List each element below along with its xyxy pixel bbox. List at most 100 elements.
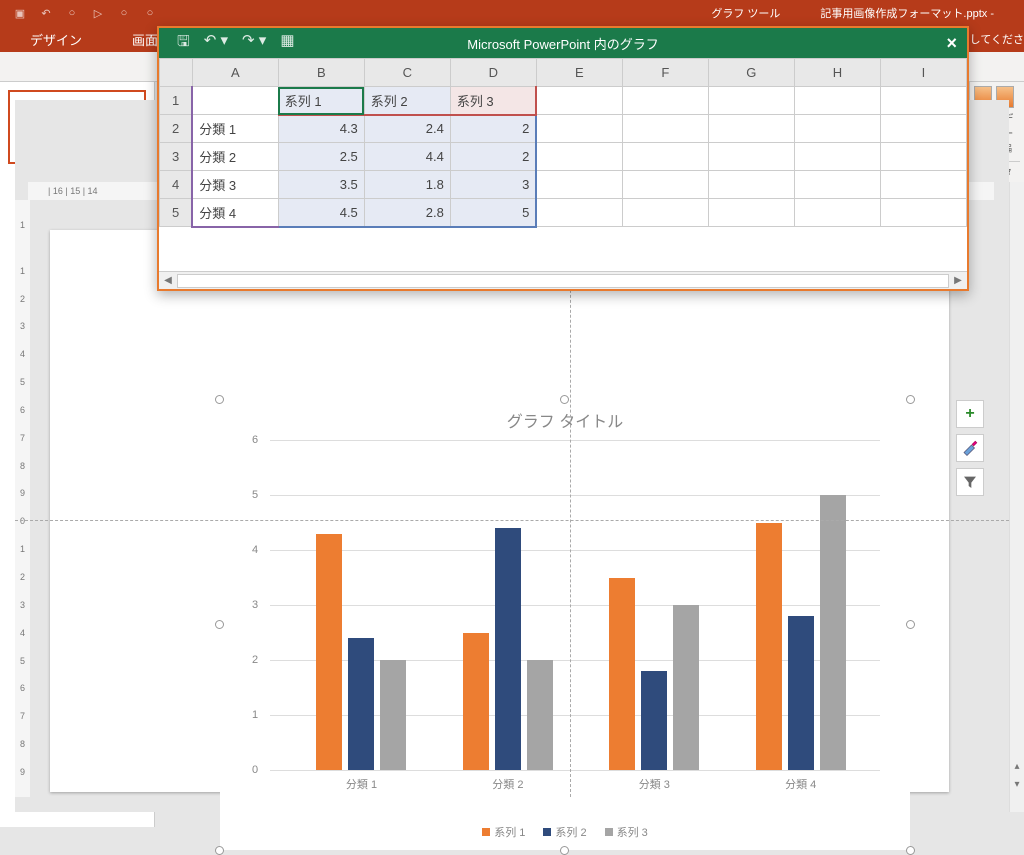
cell-E5[interactable]: [536, 199, 622, 227]
column-header-I[interactable]: I: [880, 59, 966, 87]
prev-slide-button[interactable]: ▴: [1010, 758, 1024, 776]
dw-save-icon[interactable]: 🖫: [177, 31, 190, 56]
cell-E4[interactable]: [536, 171, 622, 199]
data-window-titlebar[interactable]: 🖫 ↶ ▾ ↷ ▾ ▦ Microsoft PowerPoint 内のグラフ ×: [159, 28, 967, 58]
cell-E1[interactable]: [536, 87, 622, 115]
save-icon[interactable]: ▣: [10, 7, 30, 20]
cell-B1[interactable]: 系列 1: [278, 87, 364, 115]
cell-F5[interactable]: [622, 199, 708, 227]
bar-group-1[interactable]: 分類 2: [441, 440, 575, 770]
bar-group-2[interactable]: 分類 3: [587, 440, 721, 770]
scroll-left-icon[interactable]: ◀: [159, 275, 177, 286]
cell-D1[interactable]: 系列 3: [450, 87, 536, 115]
bar-分類 1-系列 1[interactable]: [316, 534, 342, 771]
resize-handle-nw[interactable]: [215, 395, 224, 404]
cell-E3[interactable]: [536, 143, 622, 171]
cell-A2[interactable]: 分類 1: [192, 115, 278, 143]
cell-I5[interactable]: [880, 199, 966, 227]
scroll-right-icon[interactable]: ▶: [949, 275, 967, 286]
resize-handle-ne[interactable]: [906, 395, 915, 404]
cell-G1[interactable]: [708, 87, 794, 115]
column-header-E[interactable]: E: [536, 59, 622, 87]
redo-icon[interactable]: ○: [62, 7, 82, 20]
cell-G2[interactable]: [708, 115, 794, 143]
legend-item-系列 1[interactable]: 系列 1: [482, 824, 525, 840]
cell-G4[interactable]: [708, 171, 794, 199]
cell-D5[interactable]: 5: [450, 199, 536, 227]
resize-handle-n[interactable]: [560, 395, 569, 404]
cell-G3[interactable]: [708, 143, 794, 171]
vertical-scrollbar[interactable]: ▴ ▾: [1009, 182, 1024, 812]
cell-E2[interactable]: [536, 115, 622, 143]
cell-D2[interactable]: 2: [450, 115, 536, 143]
column-header-B[interactable]: B: [278, 59, 364, 87]
resize-handle-se[interactable]: [906, 846, 915, 855]
cell-C3[interactable]: 4.4: [364, 143, 450, 171]
cell-C2[interactable]: 2.4: [364, 115, 450, 143]
cell-C1[interactable]: 系列 2: [364, 87, 450, 115]
chart-object[interactable]: グラフ タイトル 0123456分類 1分類 2分類 3分類 4 系列 1系列 …: [220, 400, 910, 850]
cell-F2[interactable]: [622, 115, 708, 143]
legend-item-系列 3[interactable]: 系列 3: [605, 824, 648, 840]
horizontal-scrollbar[interactable]: ◀ ▶: [159, 271, 967, 289]
bar-分類 1-系列 2[interactable]: [348, 638, 374, 770]
dw-redo-icon[interactable]: ↷ ▾: [242, 31, 266, 56]
cell-F1[interactable]: [622, 87, 708, 115]
bar-分類 2-系列 2[interactable]: [495, 528, 521, 770]
bar-group-3[interactable]: 分類 4: [734, 440, 868, 770]
chart-styles-button[interactable]: [956, 434, 984, 462]
cell-C5[interactable]: 2.8: [364, 199, 450, 227]
row-header-4[interactable]: 4: [160, 171, 193, 199]
cell-F4[interactable]: [622, 171, 708, 199]
tab-design[interactable]: デザイン: [30, 30, 82, 49]
column-header-C[interactable]: C: [364, 59, 450, 87]
select-all-cell[interactable]: [160, 59, 193, 87]
tab-transitions[interactable]: 画面: [132, 30, 158, 49]
cell-F3[interactable]: [622, 143, 708, 171]
bar-分類 4-系列 1[interactable]: [756, 523, 782, 771]
chart-legend[interactable]: 系列 1系列 2系列 3: [220, 824, 910, 840]
cell-H2[interactable]: [794, 115, 880, 143]
cell-A4[interactable]: 分類 3: [192, 171, 278, 199]
row-header-5[interactable]: 5: [160, 199, 193, 227]
bar-分類 3-系列 1[interactable]: [609, 578, 635, 771]
next-slide-button[interactable]: ▾: [1010, 776, 1024, 794]
spreadsheet-area[interactable]: ABCDEFGHI1系列 1系列 2系列 32分類 14.32.423分類 22…: [159, 58, 967, 271]
cell-B3[interactable]: 2.5: [278, 143, 364, 171]
bar-分類 3-系列 2[interactable]: [641, 671, 667, 770]
qat-overflow-icon[interactable]: ○: [140, 7, 160, 20]
bar-分類 2-系列 3[interactable]: [527, 660, 553, 770]
cell-H5[interactable]: [794, 199, 880, 227]
cell-B4[interactable]: 3.5: [278, 171, 364, 199]
cell-H1[interactable]: [794, 87, 880, 115]
chart-data-window[interactable]: 🖫 ↶ ▾ ↷ ▾ ▦ Microsoft PowerPoint 内のグラフ ×…: [157, 26, 969, 291]
cell-I3[interactable]: [880, 143, 966, 171]
resize-handle-w[interactable]: [215, 620, 224, 629]
cell-I4[interactable]: [880, 171, 966, 199]
cell-B2[interactable]: 4.3: [278, 115, 364, 143]
column-header-G[interactable]: G: [708, 59, 794, 87]
dw-undo-icon[interactable]: ↶ ▾: [204, 31, 228, 56]
row-header-1[interactable]: 1: [160, 87, 193, 115]
column-header-D[interactable]: D: [450, 59, 536, 87]
column-header-F[interactable]: F: [622, 59, 708, 87]
cell-I2[interactable]: [880, 115, 966, 143]
row-header-2[interactable]: 2: [160, 115, 193, 143]
dw-edit-excel-icon[interactable]: ▦: [280, 31, 294, 56]
resize-handle-s[interactable]: [560, 846, 569, 855]
cell-A5[interactable]: 分類 4: [192, 199, 278, 227]
resize-handle-sw[interactable]: [215, 846, 224, 855]
chart-plot-area[interactable]: 0123456分類 1分類 2分類 3分類 4: [270, 440, 880, 770]
cell-A1[interactable]: [192, 87, 278, 115]
cell-D3[interactable]: 2: [450, 143, 536, 171]
from-start-icon[interactable]: ▷: [88, 7, 108, 20]
cell-I1[interactable]: [880, 87, 966, 115]
row-header-3[interactable]: 3: [160, 143, 193, 171]
resize-handle-e[interactable]: [906, 620, 915, 629]
scroll-track[interactable]: [177, 274, 949, 288]
bar-group-0[interactable]: 分類 1: [294, 440, 428, 770]
bar-分類 2-系列 1[interactable]: [463, 633, 489, 771]
cell-D4[interactable]: 3: [450, 171, 536, 199]
chart-elements-button[interactable]: +: [956, 400, 984, 428]
close-icon[interactable]: ×: [946, 33, 957, 54]
